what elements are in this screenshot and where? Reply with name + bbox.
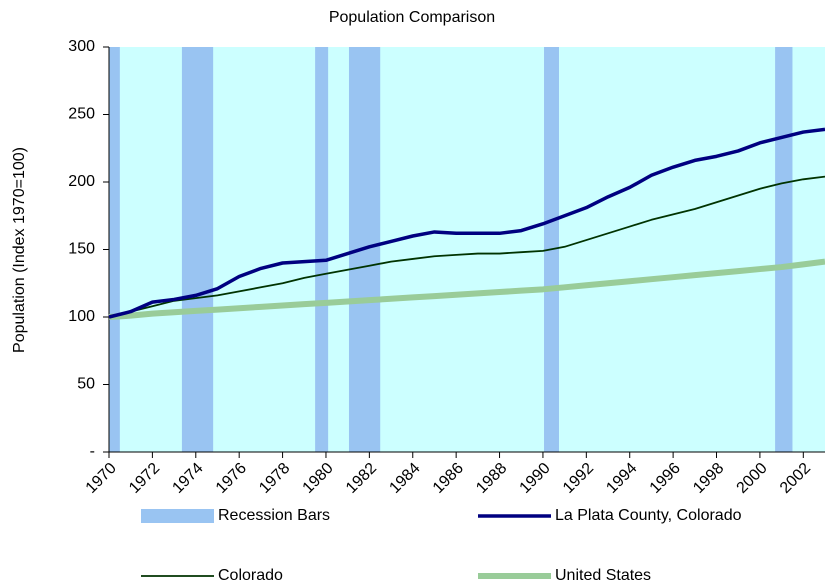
x-tick-label: 1984: [386, 460, 423, 497]
x-tick-label: 2002: [777, 460, 814, 497]
x-tick-label: 2000: [734, 460, 771, 497]
plot-area: [109, 47, 825, 452]
x-tick-label: 1988: [473, 460, 510, 497]
recession-bar: [181, 47, 214, 452]
x-tick-label: 1996: [647, 460, 684, 497]
legend-label: La Plata County, Colorado: [555, 507, 742, 524]
legend-swatch: [141, 509, 214, 523]
x-tick-label: 1972: [126, 460, 163, 497]
x-tick-label: 1978: [256, 460, 293, 497]
x-tick-label: 1980: [300, 460, 337, 497]
x-tick-label: 1976: [213, 460, 250, 497]
x-tick-label: 1986: [430, 460, 467, 497]
x-tick-label: 1992: [560, 460, 597, 497]
x-tick-label: 1994: [603, 460, 640, 497]
legend-label: Recession Bars: [218, 507, 330, 524]
recession-bar: [315, 47, 329, 452]
series-line: [108, 258, 825, 320]
y-tick-label: 100: [68, 308, 95, 325]
y-tick-label: -: [90, 443, 95, 460]
series-line: [108, 175, 825, 318]
y-axis-label: Population (Index 1970=100): [11, 147, 28, 353]
y-tick-label: 50: [77, 376, 95, 393]
y-tick-label: 250: [68, 106, 95, 123]
x-tick-label: 1998: [690, 460, 727, 497]
recession-bar: [109, 47, 120, 452]
x-tick-label: 1982: [343, 460, 380, 497]
y-tick-label: 150: [68, 241, 95, 258]
x-tick-label: 1974: [169, 460, 206, 497]
y-tick-label: 300: [68, 38, 95, 55]
legend-label: Colorado: [218, 567, 283, 584]
y-tick-label: 200: [68, 173, 95, 190]
series-line: [108, 127, 825, 319]
x-tick-label: 1990: [517, 460, 554, 497]
legend-label: United States: [555, 567, 651, 584]
x-tick-label: 1970: [83, 460, 120, 497]
recession-bar: [775, 47, 793, 452]
chart-title: Population Comparison: [329, 9, 495, 26]
